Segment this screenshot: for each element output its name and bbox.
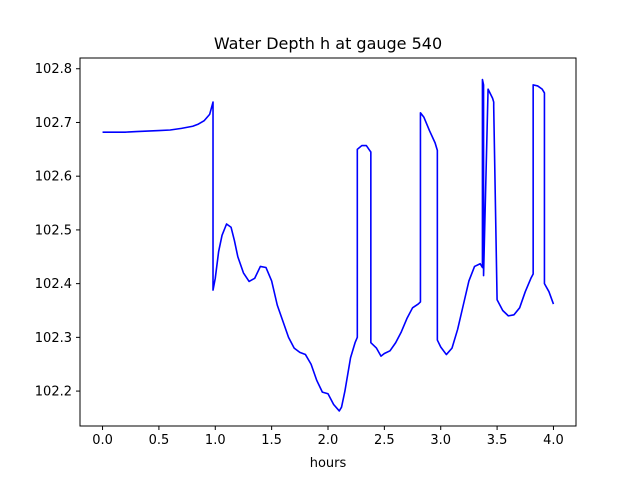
x-tick-label: 2.5 [374,433,395,448]
x-tick-label: 0.5 [149,433,170,448]
y-tick-label: 102.8 [35,62,72,77]
x-tick-label: 3.0 [430,433,451,448]
y-tick-label: 102.4 [35,277,72,292]
y-tick-label: 102.3 [35,331,72,346]
y-tick-label: 102.5 [35,223,72,238]
plot-area: 0.0 0.5 1.0 1.5 2.0 2.5 3.0 3.5 4.0 102.2 102.3 102… [35,57,577,448]
x-axis-label: hours [310,456,347,471]
x-tick-label: 0.0 [92,433,113,448]
chart-title: Water Depth h at gauge 540 [214,34,442,53]
y-tick-label: 102.6 [35,170,72,185]
y-tick-label: 102.7 [35,116,72,131]
x-tick-label: 2.0 [318,433,339,448]
x-tick-label: 4.0 [543,433,564,448]
y-tick-label: 102.2 [35,385,72,400]
x-tick-label: 1.0 [205,433,226,448]
x-tick-label: 3.5 [487,433,508,448]
series-line-0 [102,78,555,412]
x-tick-label: 1.5 [261,433,282,448]
